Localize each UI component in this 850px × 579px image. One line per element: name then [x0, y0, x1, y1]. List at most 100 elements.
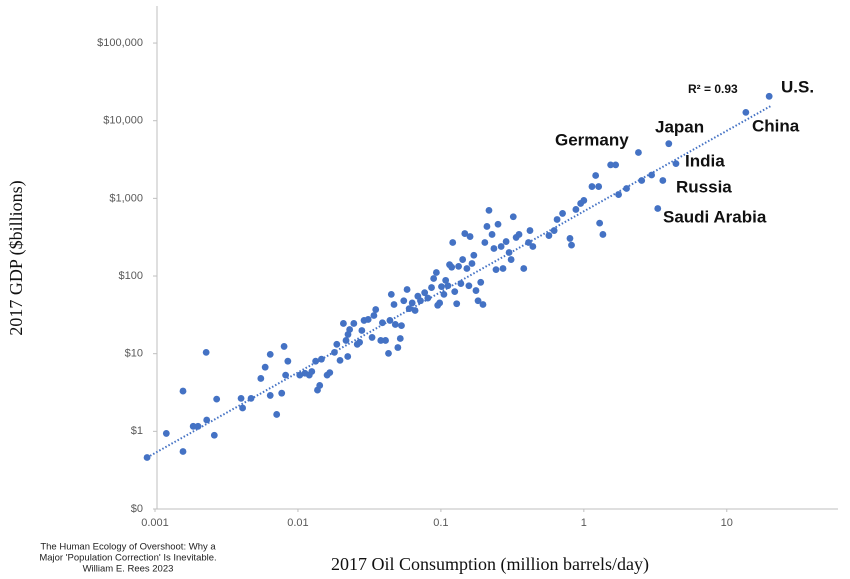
- data-point: [444, 282, 452, 290]
- data-point: [194, 422, 202, 430]
- data-point: [179, 448, 187, 455]
- data-point: [284, 357, 292, 365]
- x-tick-label: 0.001: [141, 517, 169, 529]
- x-tick-label: 10: [721, 517, 733, 529]
- y-tick-label: $10: [125, 348, 143, 360]
- data-point: [411, 307, 419, 314]
- data-point: [507, 256, 515, 263]
- data-point: [472, 287, 480, 294]
- data-point: [672, 160, 680, 168]
- data-point: [485, 206, 493, 214]
- y-tick-label: $10,000: [103, 115, 143, 127]
- source-note: The Human Ecology of Overshoot: Why a: [40, 542, 216, 553]
- data-point: [396, 335, 404, 342]
- data-point: [448, 263, 456, 271]
- data-point: [553, 216, 561, 223]
- data-point: [545, 232, 553, 239]
- data-point: [326, 369, 334, 377]
- data-point: [599, 231, 607, 238]
- annotation: Japan: [655, 117, 704, 136]
- data-point: [494, 220, 502, 228]
- data-point: [424, 294, 432, 302]
- data-point: [436, 299, 444, 307]
- data-point: [340, 320, 347, 327]
- x-tick-label: 0.1: [433, 517, 448, 529]
- data-point: [308, 368, 316, 375]
- data-point: [316, 382, 324, 389]
- x-tick-label: 1: [581, 517, 587, 529]
- data-point: [382, 337, 389, 344]
- data-point: [438, 283, 445, 291]
- data-point: [520, 265, 528, 272]
- annotation: China: [752, 116, 800, 135]
- data-point: [481, 239, 489, 246]
- data-point: [635, 149, 642, 156]
- y-tick-label: $1,000: [109, 192, 143, 204]
- data-point: [595, 183, 603, 190]
- data-point: [280, 343, 288, 350]
- data-point: [742, 108, 750, 116]
- data-point: [312, 357, 320, 365]
- data-point: [559, 210, 566, 217]
- data-point: [344, 353, 352, 360]
- data-point: [497, 243, 505, 250]
- data-point: [479, 301, 487, 308]
- data-point: [612, 161, 620, 169]
- y-tick-label: $100,000: [97, 37, 143, 49]
- data-point: [588, 183, 596, 190]
- data-point: [342, 337, 350, 344]
- data-point: [509, 213, 517, 221]
- data-point: [162, 430, 170, 437]
- data-point: [623, 185, 630, 192]
- source-note: William E. Rees 2023: [83, 564, 174, 575]
- data-point: [466, 233, 474, 240]
- data-point: [529, 243, 537, 250]
- y-tick-label: $100: [119, 270, 143, 282]
- data-point: [432, 269, 440, 276]
- data-point: [477, 278, 485, 286]
- data-point: [370, 312, 378, 319]
- data-point: [377, 337, 385, 344]
- data-point: [421, 289, 429, 297]
- data-point: [449, 239, 457, 246]
- data-point: [336, 356, 344, 364]
- data-point: [526, 227, 534, 234]
- data-point: [266, 350, 274, 358]
- data-point: [596, 219, 604, 227]
- data-point: [490, 245, 498, 252]
- data-point: [474, 297, 482, 305]
- data-point: [659, 177, 667, 184]
- data-point: [403, 286, 411, 293]
- data-point: [257, 375, 265, 382]
- data-point: [398, 322, 405, 329]
- data-point: [568, 241, 575, 249]
- data-point: [430, 275, 438, 282]
- data-point: [607, 161, 615, 169]
- data-point: [455, 263, 462, 270]
- data-point: [566, 235, 574, 242]
- annotation: Russia: [676, 177, 732, 196]
- data-point: [364, 316, 372, 323]
- data-point: [572, 206, 580, 213]
- data-point: [202, 348, 210, 356]
- data-point: [515, 231, 523, 238]
- annotation: R² = 0.93: [688, 82, 738, 96]
- data-point: [505, 249, 513, 256]
- data-point: [451, 288, 459, 296]
- data-point: [391, 321, 399, 328]
- data-point: [213, 395, 221, 403]
- data-point: [470, 251, 478, 259]
- data-point: [492, 266, 500, 273]
- data-point: [459, 256, 467, 263]
- x-tick-label: 0.01: [287, 517, 308, 529]
- data-point: [654, 205, 662, 212]
- data-point: [592, 172, 600, 179]
- data-point: [379, 319, 386, 327]
- data-point: [428, 284, 435, 291]
- data-point: [638, 177, 646, 184]
- data-point: [499, 265, 507, 272]
- data-point: [463, 265, 471, 272]
- data-point: [179, 387, 187, 395]
- data-point: [440, 290, 448, 298]
